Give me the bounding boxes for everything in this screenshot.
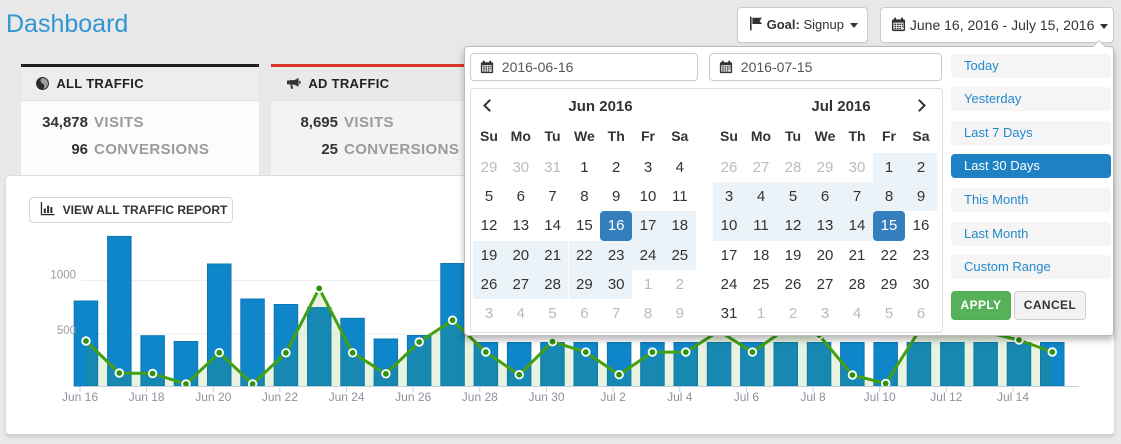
svg-text:Jul 2: Jul 2	[600, 390, 626, 404]
svg-text:Jun 22: Jun 22	[262, 390, 298, 404]
svg-text:Jun 16: Jun 16	[62, 390, 98, 404]
svg-text:500: 500	[57, 325, 76, 337]
svg-text:Jul 14: Jul 14	[997, 390, 1029, 404]
svg-text:Jun 24: Jun 24	[329, 390, 365, 404]
svg-text:Jun 20: Jun 20	[195, 390, 231, 404]
svg-text:Jun 28: Jun 28	[462, 390, 498, 404]
svg-text:Jul 10: Jul 10	[864, 390, 896, 404]
svg-text:1000: 1000	[50, 270, 76, 282]
svg-text:Jun 26: Jun 26	[395, 390, 431, 404]
svg-text:Jun 18: Jun 18	[129, 390, 165, 404]
svg-text:Jul 4: Jul 4	[667, 390, 693, 404]
svg-text:Jul 6: Jul 6	[734, 390, 760, 404]
svg-text:Jul 12: Jul 12	[930, 390, 962, 404]
svg-text:Jul 8: Jul 8	[800, 390, 826, 404]
svg-text:Jun 30: Jun 30	[528, 390, 564, 404]
